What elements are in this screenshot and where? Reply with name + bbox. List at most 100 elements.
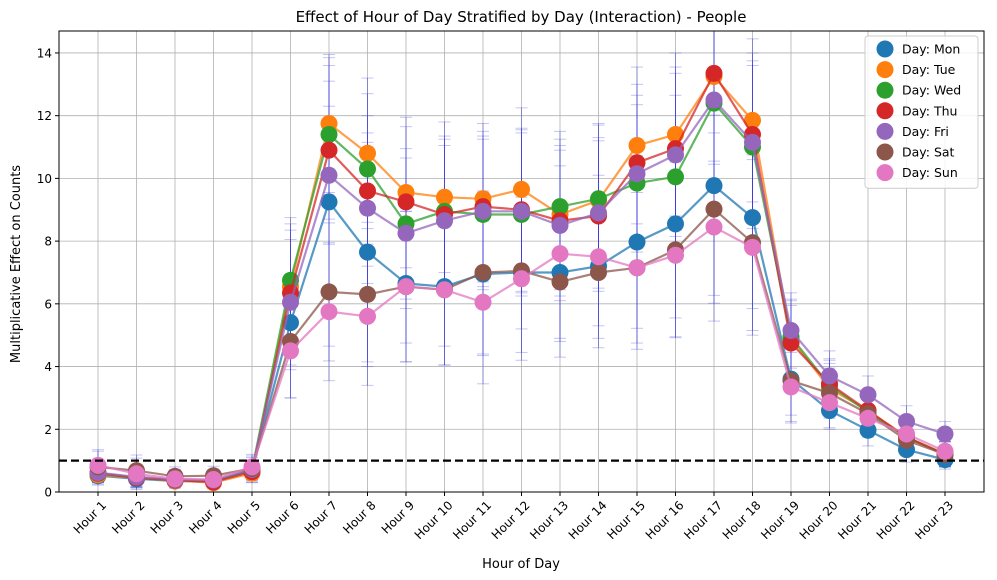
data-point	[744, 133, 761, 151]
data-point	[936, 425, 954, 443]
data-point	[359, 199, 376, 217]
data-point	[859, 421, 877, 439]
y-tick-label: 0	[44, 486, 52, 500]
data-point	[898, 425, 915, 443]
series-day-fri	[89, 91, 954, 489]
data-point	[782, 321, 800, 339]
y-tick-label: 12	[37, 109, 52, 123]
data-point	[705, 64, 723, 82]
data-point	[705, 218, 723, 236]
y-axis-label: Multiplicative Effect on Counts	[9, 165, 24, 363]
data-point	[359, 160, 376, 178]
data-point	[320, 303, 338, 321]
legend-marker	[876, 102, 894, 120]
data-point	[590, 190, 607, 208]
data-point	[359, 307, 376, 325]
data-point	[859, 386, 877, 404]
data-point	[859, 409, 877, 427]
data-point	[436, 281, 453, 299]
y-tick-label: 10	[37, 172, 52, 186]
chart-title: Effect of Hour of Day Stratified by Day …	[296, 8, 747, 26]
data-point	[397, 224, 415, 242]
legend-marker	[876, 40, 894, 58]
data-point	[705, 200, 723, 218]
legend-label: Day: Fri	[902, 124, 949, 139]
legend-marker	[876, 61, 894, 79]
data-point	[667, 215, 684, 233]
data-point	[474, 293, 492, 311]
legend-label: Day: Wed	[902, 83, 961, 98]
legend-marker	[876, 81, 894, 99]
data-point	[320, 125, 338, 143]
data-point	[821, 394, 838, 412]
data-point	[744, 209, 761, 227]
data-point	[744, 238, 761, 256]
legend-label: Day: Thu	[902, 103, 957, 118]
legend-label: Day: Sun	[902, 165, 958, 180]
legend-label: Day: Tue	[902, 62, 956, 77]
data-point	[628, 259, 646, 277]
data-point	[359, 144, 376, 162]
data-point	[397, 278, 415, 296]
data-point	[551, 245, 569, 263]
data-point	[359, 285, 376, 303]
legend: Day: Mon Day: Tue Day: Wed Day: Thu Day: Fri…	[864, 35, 979, 189]
data-point	[128, 465, 145, 483]
y-axis-ticks: 0 2 4 6 8 10 12 14	[37, 46, 59, 500]
data-point	[628, 165, 646, 183]
data-point	[590, 248, 607, 266]
data-point	[474, 263, 492, 281]
data-point	[551, 273, 569, 291]
y-tick-label: 8	[44, 235, 52, 249]
legend-marker	[876, 122, 894, 140]
data-point	[936, 442, 954, 460]
data-point	[513, 270, 530, 288]
legend-marker	[876, 164, 894, 182]
data-point	[205, 470, 222, 488]
data-point	[898, 412, 915, 430]
data-point	[359, 243, 376, 261]
series-layer	[89, 64, 954, 492]
data-point	[744, 111, 761, 129]
data-point	[243, 458, 261, 476]
data-point	[705, 91, 723, 109]
data-point	[705, 177, 723, 195]
data-point	[513, 202, 530, 220]
data-point	[590, 263, 607, 281]
data-point	[282, 342, 299, 360]
data-point	[320, 193, 338, 211]
data-point	[782, 378, 800, 396]
legend-label: Day: Sat	[902, 145, 955, 160]
series-day-sun	[89, 218, 954, 488]
y-tick-label: 4	[44, 360, 52, 374]
data-point	[166, 470, 184, 488]
data-point	[551, 198, 569, 216]
legend-label: Day: Mon	[902, 42, 960, 57]
data-point	[436, 188, 453, 206]
y-tick-label: 6	[44, 297, 52, 311]
data-point	[359, 182, 376, 200]
x-axis-label: Hour of Day	[482, 557, 560, 572]
data-point	[320, 141, 338, 159]
data-point	[667, 146, 684, 164]
data-point	[513, 180, 530, 198]
data-point	[320, 283, 338, 301]
data-point	[551, 216, 569, 234]
data-point	[89, 456, 107, 474]
data-point	[397, 193, 415, 211]
data-point	[474, 202, 492, 220]
data-point	[667, 168, 684, 186]
data-point	[821, 367, 838, 385]
data-point	[590, 204, 607, 222]
data-point	[282, 293, 299, 311]
data-point	[436, 212, 453, 230]
data-point	[628, 233, 646, 251]
y-tick-label: 2	[44, 423, 52, 437]
legend-marker	[876, 143, 894, 161]
data-point	[628, 136, 646, 154]
data-point	[782, 334, 800, 352]
data-point	[320, 166, 338, 184]
y-tick-label: 14	[37, 46, 52, 60]
